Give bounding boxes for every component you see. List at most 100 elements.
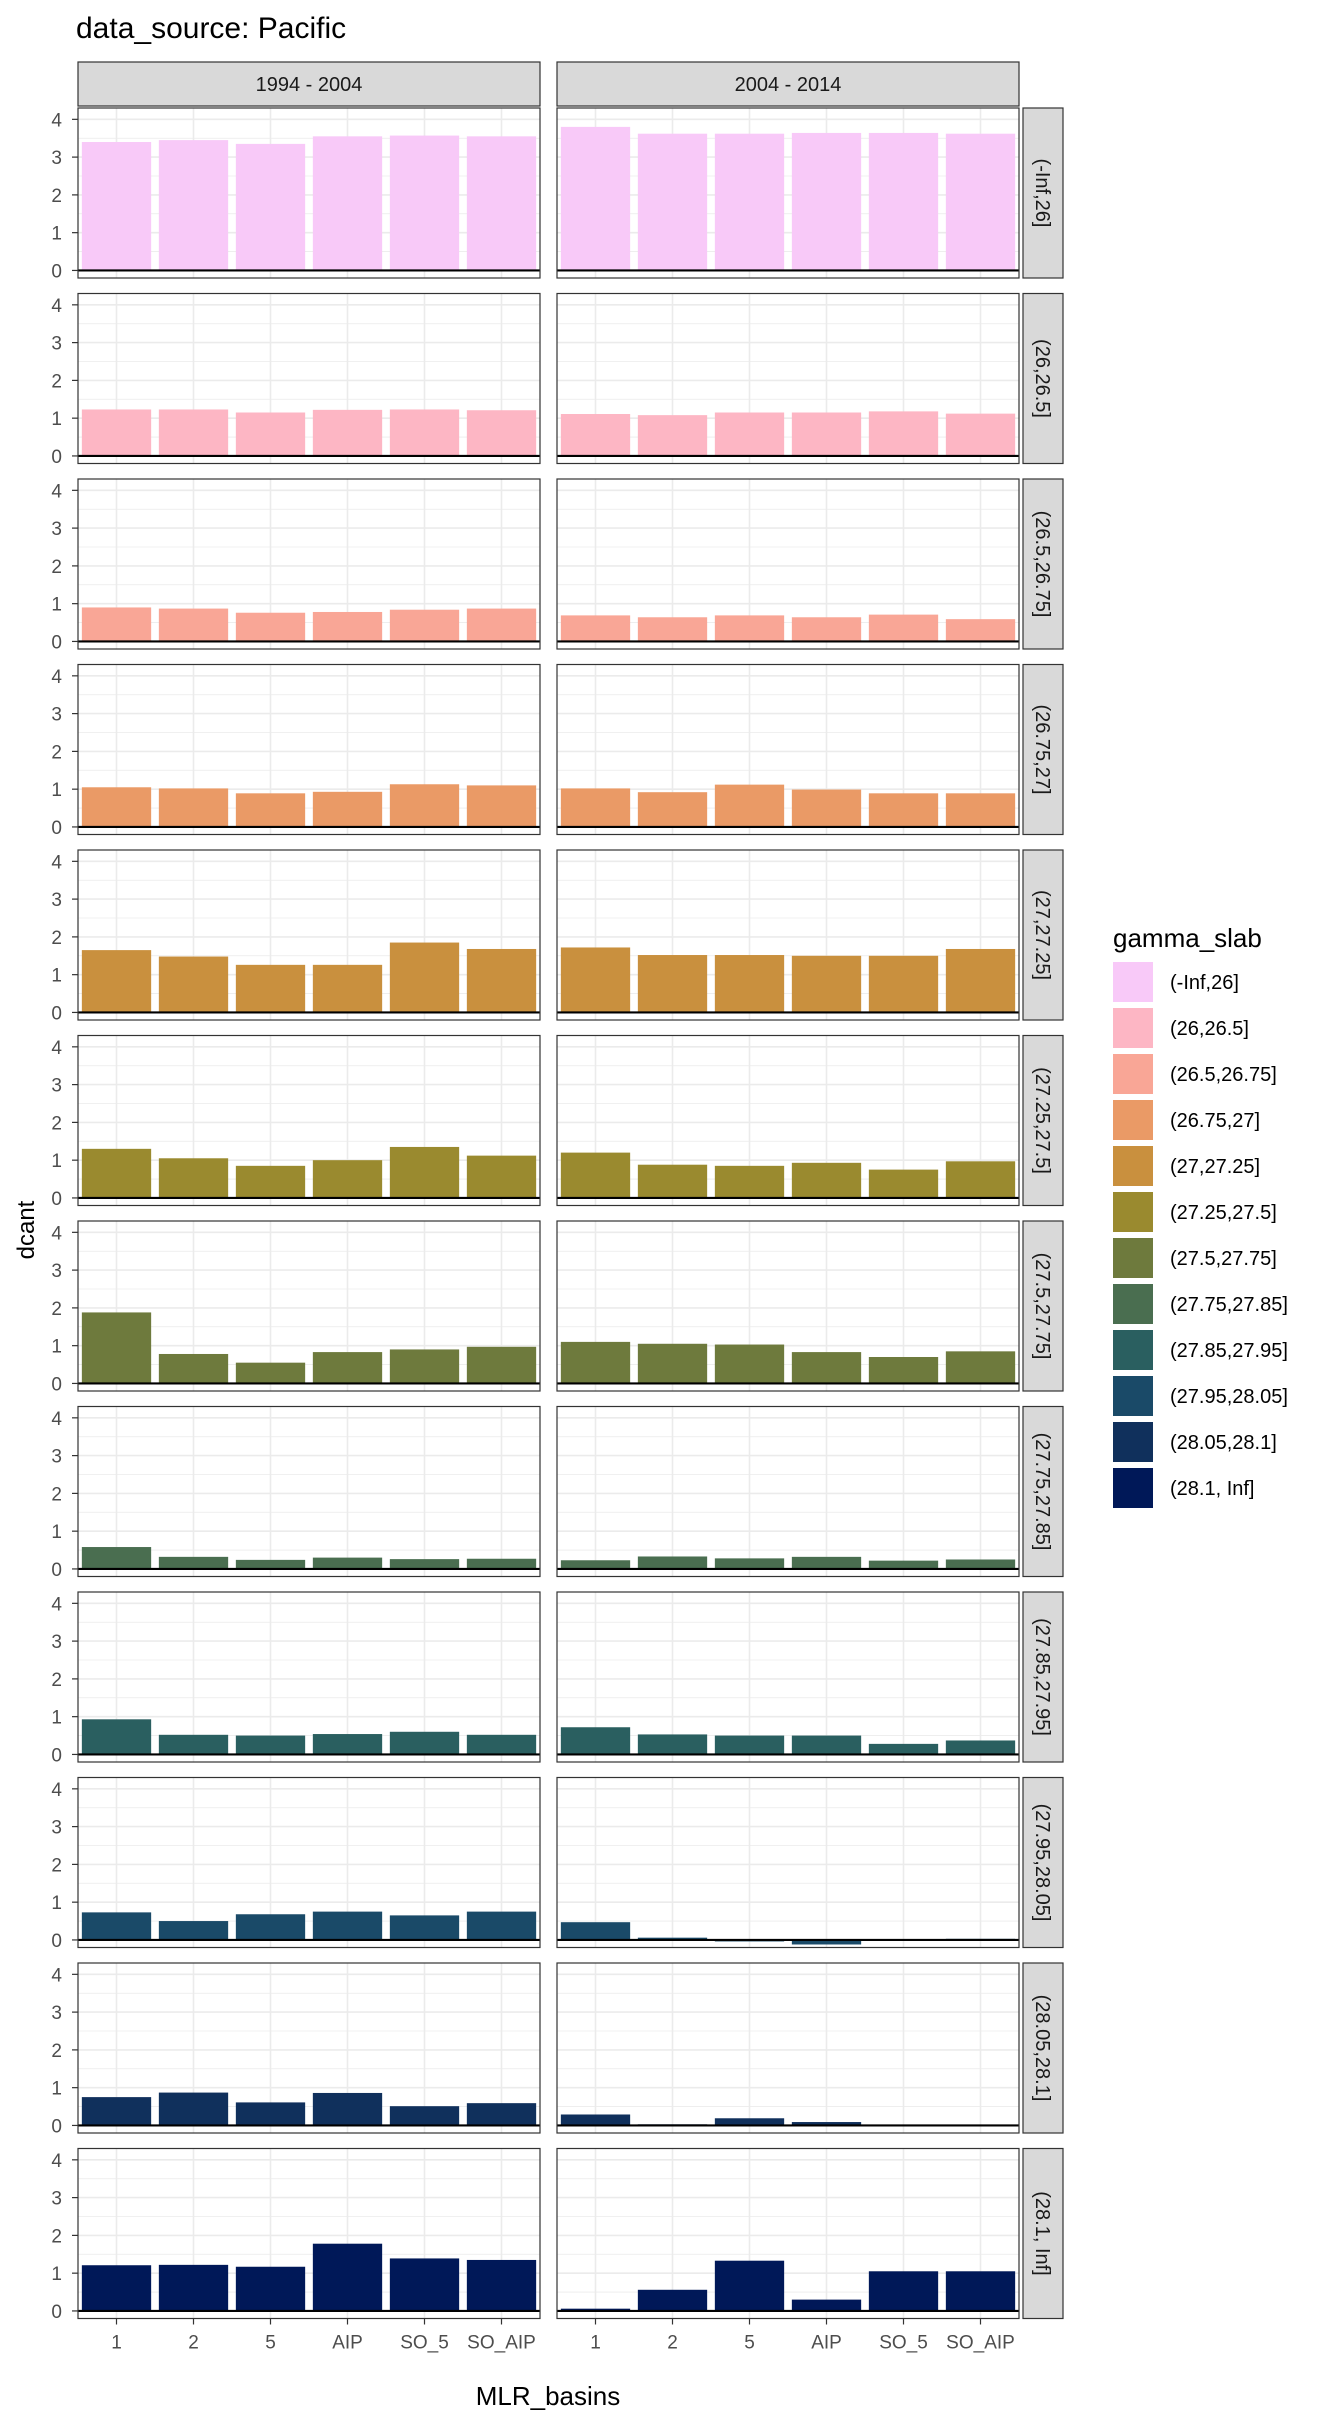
y-tick-label: 3	[51, 334, 62, 355]
bar	[235, 793, 306, 827]
bar	[945, 1740, 1016, 1755]
panel-background	[557, 108, 1019, 278]
x-tick-label: AIP	[332, 2333, 363, 2354]
y-tick-label: 3	[51, 890, 62, 911]
bar	[466, 1911, 537, 1940]
bar	[868, 411, 939, 456]
panel-border	[77, 1776, 541, 1949]
y-tick-label: 3	[51, 1076, 62, 1097]
panel-background	[557, 1406, 1019, 1577]
y-tick-label: 4	[51, 852, 62, 873]
bar	[714, 1344, 785, 1384]
column-strip-label: 2004 - 2014	[735, 74, 842, 96]
bar	[158, 608, 229, 642]
y-tick-label: 0	[51, 1931, 62, 1952]
bar	[81, 1148, 152, 1198]
row-strip-label: (26.75,27]	[1031, 704, 1053, 794]
y-tick-label: 0	[51, 2116, 62, 2137]
bar	[714, 2260, 785, 2311]
y-tick-label: 1	[51, 780, 62, 801]
legend-key	[1113, 1330, 1153, 1370]
bar	[868, 614, 939, 642]
bar	[560, 1922, 631, 1940]
column-strip	[77, 61, 541, 107]
legend-key	[1113, 1146, 1153, 1186]
legend-entry-label: (28.1, Inf]	[1170, 1478, 1255, 1500]
facet-panel	[77, 478, 541, 650]
bar	[389, 1559, 460, 1569]
y-tick-label: 2	[51, 1113, 62, 1134]
facet-panel	[77, 1776, 541, 1949]
y-tick-label: 0	[51, 1374, 62, 1395]
panel-border	[77, 1034, 541, 1207]
y-tick-label: 0	[51, 1745, 62, 1766]
row-strip-label: (26.5,26.75]	[1031, 511, 1053, 618]
bar	[714, 1165, 785, 1198]
bar	[637, 1734, 708, 1755]
x-tick-label: 1	[111, 2333, 122, 2354]
legend-entry-label: (27.95,28.05]	[1170, 1386, 1288, 1408]
bar	[312, 791, 383, 827]
bar	[868, 2271, 939, 2311]
y-tick-label: 4	[51, 1965, 62, 1986]
panel-background	[557, 293, 1019, 464]
y-tick-label: 3	[51, 148, 62, 169]
x-tick-label: SO_5	[400, 2333, 449, 2354]
legend-key	[1113, 1284, 1153, 1324]
bar	[791, 1162, 862, 1198]
panel-border	[77, 849, 541, 1021]
legend-key	[1113, 1054, 1153, 1094]
bar	[389, 2106, 460, 2126]
y-tick-label: 4	[51, 1038, 62, 1059]
bar	[81, 409, 152, 456]
bar	[945, 793, 1016, 827]
legend-key	[1113, 1008, 1153, 1048]
y-tick-label: 4	[51, 1780, 62, 1801]
bar	[791, 789, 862, 827]
bar	[945, 619, 1016, 642]
bar	[389, 1349, 460, 1384]
legend-entry-label: (27.5,27.75]	[1170, 1248, 1277, 1270]
legend-key	[1113, 962, 1153, 1002]
x-tick-label: 2	[667, 2333, 678, 2354]
bar	[945, 948, 1016, 1013]
row-strip-label: (27.85,27.95]	[1031, 1618, 1053, 1736]
bar	[466, 1734, 537, 1755]
bar	[158, 1353, 229, 1384]
x-tick-label: 2	[188, 2333, 199, 2354]
y-tick-label: 0	[51, 632, 62, 653]
y-tick-label: 2	[51, 742, 62, 763]
bar	[868, 1560, 939, 1569]
bar	[714, 2118, 785, 2126]
bar	[466, 608, 537, 642]
bar	[389, 409, 460, 456]
bar	[312, 1557, 383, 1569]
y-tick-label: 4	[51, 1594, 62, 1615]
row-strip-label: (-Inf,26]	[1031, 159, 1053, 228]
row-strip	[1022, 1220, 1064, 1392]
y-tick-label: 0	[51, 818, 62, 839]
bar	[158, 1158, 229, 1198]
chart-title: data_source: Pacific	[76, 12, 346, 45]
facet-panel	[556, 1034, 1020, 1207]
y-tick-label: 4	[51, 481, 62, 502]
legend-entry-label: (28.05,28.1]	[1170, 1432, 1277, 1454]
bar	[560, 2114, 631, 2126]
bar	[389, 942, 460, 1013]
row-strip	[1022, 1776, 1064, 1949]
row-strip	[1022, 478, 1064, 650]
bar	[868, 1169, 939, 1198]
panel-border	[77, 1591, 541, 1763]
legend-key	[1113, 1238, 1153, 1278]
bar	[158, 1734, 229, 1755]
x-tick-label: SO_AIP	[467, 2333, 536, 2354]
panel-background	[78, 2148, 540, 2319]
facet-panel	[77, 107, 541, 279]
x-tick-label: SO_5	[879, 2333, 928, 2354]
x-tick-label: 5	[265, 2333, 276, 2354]
y-tick-label: 2	[51, 1299, 62, 1320]
bar	[235, 612, 306, 642]
y-tick-label: 3	[51, 519, 62, 540]
row-strip-label: (28.05,28.1]	[1031, 1995, 1053, 2102]
